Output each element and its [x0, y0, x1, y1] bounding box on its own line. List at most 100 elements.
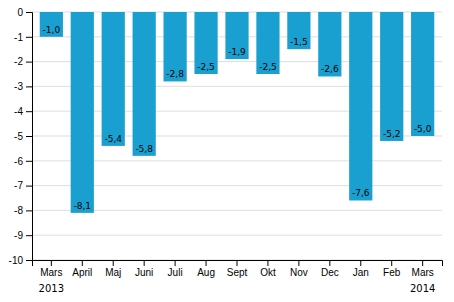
- y-tick-mark: [26, 136, 32, 137]
- y-tick: -5: [14, 131, 32, 142]
- data-label: -2,5: [197, 62, 215, 72]
- y-tick: -3: [14, 81, 32, 92]
- x-tick: Mars: [40, 260, 62, 278]
- bar: [256, 12, 279, 74]
- x-tick: Maj: [105, 260, 121, 278]
- y-tick-mark: [26, 12, 32, 13]
- y-tick-mark: [26, 235, 32, 236]
- data-label: -5,0: [414, 124, 432, 134]
- bar: [349, 12, 372, 200]
- data-label: -2,8: [166, 69, 184, 79]
- x-tick-label: Sept: [227, 267, 248, 278]
- y-tick-label: -2: [14, 56, 23, 67]
- x-tick: Feb: [383, 260, 401, 278]
- x-tick-label: Dec: [321, 267, 339, 278]
- y-tick: -6: [14, 156, 32, 167]
- y-tick: -2: [14, 56, 32, 67]
- data-labels: -1,0-8,1-5,4-5,8-2,8-2,5-1,9-2,5-1,5-2,6…: [43, 25, 432, 211]
- data-label: -8,1: [74, 201, 92, 211]
- annotation: 2014: [410, 283, 435, 294]
- x-tick-label: Mars: [412, 267, 434, 278]
- x-tick: Mars: [412, 260, 434, 278]
- x-tick-label: Aug: [197, 267, 215, 278]
- x-tick: Aug: [197, 260, 215, 278]
- x-tick-mark: [267, 260, 268, 266]
- y-tick-mark: [26, 37, 32, 38]
- y-tick: 0: [17, 7, 32, 18]
- data-label: -5,4: [104, 134, 122, 144]
- y-tick-label: -6: [14, 156, 23, 167]
- y-tick-label: -4: [14, 106, 23, 117]
- x-tick-mark: [51, 260, 52, 266]
- x-tick-mark: [298, 260, 299, 266]
- grid-line: [32, 235, 442, 236]
- bar: [194, 12, 217, 74]
- x-tick-label: Maj: [105, 267, 121, 278]
- data-label: -1,0: [43, 25, 61, 35]
- x-tick: Okt: [260, 260, 276, 278]
- x-tick-label: Mars: [40, 267, 62, 278]
- x-tick: Jan: [353, 260, 369, 278]
- bar: [225, 12, 248, 59]
- x-tick: Juni: [135, 260, 153, 278]
- y-tick-label: -3: [14, 81, 23, 92]
- bar: [287, 12, 310, 49]
- bar: [102, 12, 125, 146]
- y-tick-label: -9: [14, 230, 23, 241]
- y-tick-label: -1: [14, 32, 23, 43]
- y-tick-mark: [26, 210, 32, 211]
- y-tick-mark: [26, 62, 32, 63]
- y-tick-mark: [26, 161, 32, 162]
- bar: [411, 12, 434, 136]
- x-tick-mark: [113, 260, 114, 266]
- y-tick-label: 0: [17, 7, 23, 18]
- x-tick-label: Nov: [290, 267, 308, 278]
- data-label: -5,2: [383, 129, 401, 139]
- x-tick: April: [72, 260, 92, 278]
- bars: [40, 12, 435, 213]
- x-tick: Nov: [290, 260, 308, 278]
- y-tick: -4: [14, 106, 32, 117]
- x-tick-label: Feb: [383, 267, 401, 278]
- bar: [164, 12, 187, 81]
- x-tick-mark: [175, 260, 176, 266]
- annotation: 2013: [39, 283, 64, 294]
- y-tick: -1: [14, 32, 32, 43]
- y-tick-label: -8: [14, 205, 23, 216]
- x-axis-line: [33, 261, 443, 267]
- data-label: -2,6: [321, 64, 339, 74]
- y-tick: -8: [14, 205, 32, 216]
- x-tick-mark: [82, 260, 83, 266]
- x-tick-mark: [144, 260, 145, 266]
- x-tick-label: Jan: [353, 267, 369, 278]
- y-tick-mark: [26, 86, 32, 87]
- x-tick: Sept: [227, 260, 248, 278]
- x-tick-mark: [329, 260, 330, 266]
- y-tick: -9: [14, 230, 32, 241]
- y-tick-label: -5: [14, 131, 23, 142]
- y-tick: -10: [9, 255, 32, 266]
- x-axis: Mars April Maj Juni Juli Aug Sept Okt Nov Dec Jan F…: [33, 260, 443, 278]
- x-tick-label: April: [72, 267, 92, 278]
- data-label: -7,6: [352, 188, 370, 198]
- bar: [318, 12, 341, 76]
- chart: 0 -1 -2 -3 -4 -5 -6 -7 -8 -9 -10 Mars April Maj Juni Ju…: [0, 0, 454, 302]
- data-label: -1,9: [228, 47, 246, 57]
- x-tick-mark: [206, 260, 207, 266]
- bar: [380, 12, 403, 141]
- data-label: -1,5: [290, 37, 308, 47]
- y-tick: -7: [14, 180, 32, 191]
- y-axis-line: [26, 13, 33, 261]
- plot: 0 -1 -2 -3 -4 -5 -6 -7 -8 -9 -10 Mars April Maj Juni Ju…: [9, 7, 443, 294]
- y-axis: 0 -1 -2 -3 -4 -5 -6 -7 -8 -9 -10: [9, 7, 33, 266]
- y-tick-mark: [26, 260, 32, 261]
- x-tick: Dec: [321, 260, 339, 278]
- bar: [133, 12, 156, 156]
- x-tick-label: Okt: [260, 267, 276, 278]
- y-tick-label: -10: [9, 255, 24, 266]
- x-tick: Juli: [168, 260, 183, 278]
- data-label: -5,8: [135, 144, 153, 154]
- grid: [32, 12, 442, 260]
- x-tick-mark: [422, 260, 423, 266]
- y-tick-mark: [26, 111, 32, 112]
